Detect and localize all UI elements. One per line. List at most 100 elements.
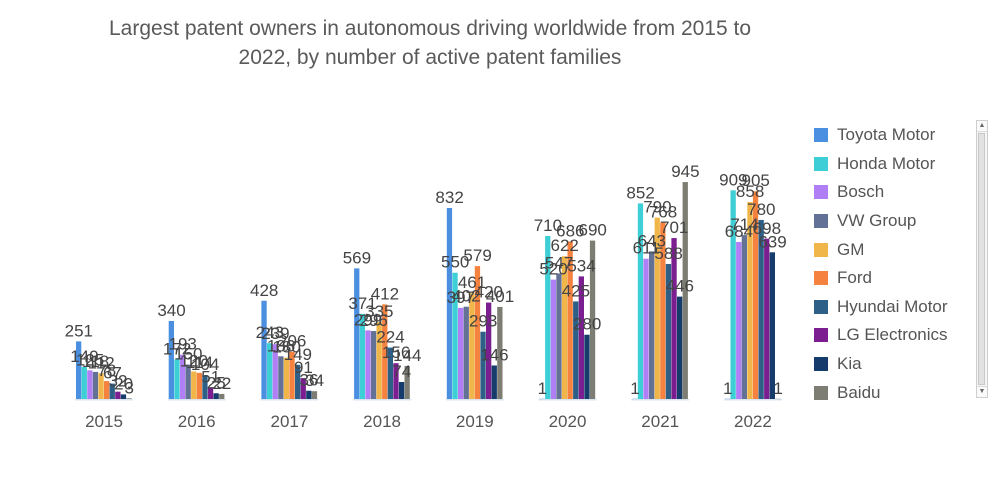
bar-vw-group-2021[interactable] [649, 251, 655, 399]
scrollbar-thumb[interactable] [978, 133, 985, 385]
bar-hyundai-motor-2015[interactable] [109, 383, 115, 399]
bar-hyundai-motor-2018[interactable] [387, 347, 393, 399]
bar-ford-2021[interactable] [660, 222, 666, 399]
bar-vw-group-2018[interactable] [370, 331, 377, 399]
bar-ford-2016[interactable] [196, 372, 202, 399]
bar-gm-2020[interactable] [561, 256, 568, 399]
bar-kia-2022[interactable] [769, 252, 775, 399]
group-baseline [723, 399, 782, 401]
data-label: 768 [649, 203, 677, 222]
scroll-down-arrow-icon[interactable]: ▼ [977, 386, 987, 397]
bar-bosch-2022[interactable] [736, 241, 742, 399]
bar-baidu-2015[interactable] [126, 398, 132, 399]
bar-lg-electronics-2019[interactable] [486, 302, 492, 399]
bar-gm-2016[interactable] [191, 371, 197, 399]
data-label: 686 [556, 222, 584, 241]
bar-vw-group-2022[interactable] [741, 235, 747, 399]
legend-item-lg[interactable]: LG Electronics [814, 321, 974, 350]
data-label: 1 [538, 379, 547, 398]
legend-item-kia[interactable]: Kia [814, 350, 974, 379]
bar-toyota-motor-2015[interactable] [76, 341, 82, 399]
data-label: 1 [773, 379, 782, 398]
bar-bosch-2015[interactable] [87, 370, 93, 399]
legend-item-gm[interactable]: GM [814, 235, 974, 264]
bar-baidu-2020[interactable] [589, 240, 596, 399]
bar-bosch-2019[interactable] [458, 307, 464, 399]
bar-lg-electronics-2017[interactable] [300, 378, 306, 399]
bar-ford-2020[interactable] [567, 241, 573, 399]
bar-toyota-motor-2018[interactable] [354, 268, 360, 399]
bar-hyundai-motor-2021[interactable] [665, 264, 672, 399]
bar-vw-group-2020[interactable] [556, 273, 562, 399]
bar-toyota-motor-2019[interactable] [446, 208, 453, 399]
legend-item-hyundai[interactable]: Hyundai Motor [814, 293, 974, 322]
bar-honda-motor-2021[interactable] [637, 203, 644, 399]
bar-hyundai-motor-2020[interactable] [573, 301, 579, 399]
bar-toyota-motor-2017[interactable] [261, 300, 267, 399]
bar-gm-2018[interactable] [376, 322, 382, 399]
bar-lg-electronics-2022[interactable] [764, 238, 770, 399]
legend-item-honda[interactable]: Honda Motor [814, 150, 974, 179]
bar-baidu-2019[interactable] [497, 306, 503, 399]
bar-kia-2015[interactable] [120, 394, 127, 399]
bar-honda-motor-2017[interactable] [267, 343, 273, 399]
bar-ford-2019[interactable] [474, 266, 481, 399]
bar-vw-group-2015[interactable] [92, 371, 99, 399]
legend-scrollbar[interactable]: ▲ ▼ [976, 120, 988, 398]
bar-honda-motor-2015[interactable] [81, 366, 87, 399]
data-label: 296 [360, 311, 388, 330]
legend-item-ford[interactable]: Ford [814, 264, 974, 293]
bar-bosch-2018[interactable] [365, 330, 371, 399]
scroll-up-arrow-icon[interactable]: ▲ [977, 121, 987, 132]
legend-item-bosch[interactable]: Bosch [814, 178, 974, 207]
bar-baidu-2021[interactable] [682, 182, 688, 399]
bar-ford-2022[interactable] [752, 191, 759, 399]
legend-swatch [814, 357, 828, 372]
bar-bosch-2021[interactable] [643, 258, 649, 399]
bar-vw-group-2016[interactable] [185, 364, 191, 399]
bar-kia-2017[interactable] [306, 390, 312, 399]
bar-hyundai-motor-2017[interactable] [295, 364, 301, 399]
bar-ford-2018[interactable] [382, 304, 388, 399]
bar-lg-electronics-2020[interactable] [578, 276, 584, 399]
bar-kia-2016[interactable] [213, 393, 219, 399]
bar-lg-electronics-2018[interactable] [393, 363, 399, 399]
bar-baidu-2017[interactable] [311, 391, 318, 399]
bar-bosch-2020[interactable] [550, 279, 556, 400]
legend-item-baidu[interactable]: Baidu [814, 378, 974, 407]
bar-gm-2019[interactable] [469, 293, 475, 399]
bar-hyundai-motor-2022[interactable] [758, 219, 764, 399]
bar-honda-motor-2019[interactable] [452, 272, 458, 399]
bar-lg-electronics-2016[interactable] [207, 387, 214, 399]
bar-kia-2019[interactable] [491, 365, 497, 399]
bar-gm-2021[interactable] [654, 217, 660, 399]
bar-bosch-2017[interactable] [272, 344, 278, 399]
bar-honda-motor-2022[interactable] [730, 190, 736, 399]
bar-kia-2018[interactable] [398, 382, 405, 399]
bar-lg-electronics-2015[interactable] [115, 391, 121, 399]
bar-hyundai-motor-2019[interactable] [480, 331, 486, 399]
bar-honda-motor-2018[interactable] [359, 313, 365, 399]
bar-ford-2017[interactable] [289, 351, 295, 399]
data-label: 401 [486, 287, 514, 306]
bar-toyota-motor-2016[interactable] [168, 320, 174, 399]
bar-gm-2015[interactable] [98, 373, 104, 399]
bar-baidu-2018[interactable] [404, 365, 410, 399]
bar-gm-2022[interactable] [747, 202, 753, 399]
bar-lg-electronics-2021[interactable] [671, 238, 677, 399]
bar-honda-motor-2020[interactable] [545, 236, 551, 399]
legend-item-vw-group[interactable]: VW Group [814, 207, 974, 236]
bar-kia-2020[interactable] [584, 334, 590, 399]
data-label: 114 [186, 353, 213, 372]
bar-vw-group-2017[interactable] [278, 356, 284, 399]
bar-ford-2015[interactable] [104, 381, 110, 399]
bar-honda-motor-2016[interactable] [174, 359, 180, 399]
bar-hyundai-motor-2016[interactable] [202, 375, 208, 400]
bar-kia-2021[interactable] [677, 296, 683, 399]
bar-bosch-2016[interactable] [179, 354, 186, 399]
bar-vw-group-2019[interactable] [463, 306, 469, 399]
bar-baidu-2016[interactable] [219, 393, 225, 399]
legend-item-toyota[interactable]: Toyota Motor [814, 121, 974, 150]
bar-gm-2017[interactable] [283, 357, 290, 399]
x-tick-label: 2018 [363, 412, 401, 431]
